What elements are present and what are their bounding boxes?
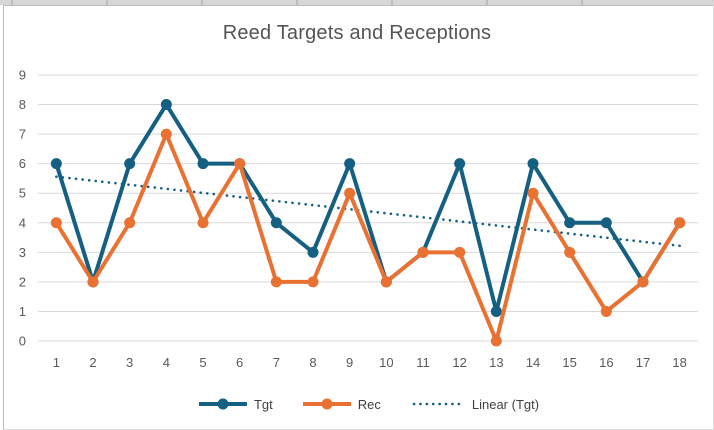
x-tick-label: 10 [379,355,393,370]
series-line-tgt[interactable] [54,102,682,314]
data-point-marker[interactable] [87,276,99,288]
data-point-marker[interactable] [344,187,356,199]
data-point-marker[interactable] [197,217,209,229]
x-tick-label: 5 [199,355,206,370]
y-tick-label: 9 [19,67,26,82]
x-tick-label: 15 [562,355,576,370]
chart-legend: Tgt Rec Linear (Tgt) [12,394,714,414]
legend-label-linear-tgt: Linear (Tgt) [471,396,540,412]
data-point-marker[interactable] [527,187,539,199]
data-point-marker[interactable] [344,158,356,170]
x-tick-label: 1 [53,355,60,370]
data-point-marker[interactable] [674,217,686,229]
y-axis-tick-labels: 0 1 2 3 4 5 6 7 8 9 [19,67,26,348]
data-point-marker[interactable] [234,158,246,170]
legend-label-tgt: Tgt [253,396,273,412]
data-point-marker[interactable] [454,158,466,170]
x-tick-label: 12 [452,355,466,370]
x-tick-label: 9 [346,355,353,370]
data-point-marker[interactable] [564,217,576,229]
x-tick-label: 4 [163,355,170,370]
data-point-marker[interactable] [270,217,282,229]
x-tick-label: 3 [126,355,133,370]
y-tick-label: 8 [19,97,26,112]
spreadsheet-row-sliver [0,0,714,5]
data-point-marker[interactable] [600,217,612,229]
y-tick-label: 5 [19,186,26,201]
legend-item-rec[interactable]: Rec [302,396,381,412]
data-point-marker[interactable] [50,158,62,170]
x-tick-label: 17 [636,355,650,370]
x-tick-label: 6 [236,355,243,370]
data-point-marker[interactable] [160,99,172,111]
data-point-marker[interactable] [270,276,282,288]
x-tick-label: 2 [89,355,96,370]
x-tick-label: 8 [309,355,316,370]
y-tick-label: 3 [19,245,26,260]
x-tick-label: 11 [416,355,430,370]
data-point-marker[interactable] [307,276,319,288]
x-tick-label: 18 [672,355,686,370]
data-point-marker[interactable] [160,128,172,140]
legend-item-tgt[interactable]: Tgt [198,396,273,412]
data-point-marker[interactable] [490,305,502,317]
y-tick-label: 1 [19,304,26,319]
x-tick-label: 16 [599,355,613,370]
data-point-marker[interactable] [637,276,649,288]
trendline-linear-tgt[interactable] [55,175,681,248]
y-tick-label: 2 [19,274,26,289]
series-line-rec[interactable] [54,132,682,343]
data-point-marker[interactable] [380,276,392,288]
data-point-marker[interactable] [307,246,319,258]
data-point-marker[interactable] [600,305,612,317]
x-tick-label: 7 [273,355,280,370]
y-tick-label: 0 [19,334,26,349]
series-rec[interactable] [50,128,686,347]
rec-series-icon [302,398,351,410]
data-point-marker[interactable] [490,335,502,347]
x-tick-label: 13 [489,355,503,370]
data-point-marker[interactable] [50,217,62,229]
y-tick-label: 7 [19,127,26,142]
y-tick-label: 4 [19,215,26,230]
tgt-series-icon [198,398,247,410]
data-point-marker[interactable] [124,158,136,170]
data-point-marker[interactable] [417,246,429,258]
trendline-icon [412,402,465,406]
data-point-marker[interactable] [124,217,136,229]
chart-title[interactable]: Reed Targets and Receptions [222,22,492,44]
x-tick-label: 14 [526,355,540,370]
data-point-marker[interactable] [527,158,539,170]
x-axis-tick-labels: 1 2 3 4 5 6 7 8 9 10 11 12 13 14 15 16 17 18 [53,355,687,370]
data-point-marker[interactable] [197,158,209,170]
data-point-marker[interactable] [564,246,576,258]
y-tick-label: 6 [19,156,26,171]
data-point-marker[interactable] [454,246,466,258]
legend-label-rec: Rec [357,396,381,412]
legend-item-linear-tgt[interactable]: Linear (Tgt) [411,397,539,412]
